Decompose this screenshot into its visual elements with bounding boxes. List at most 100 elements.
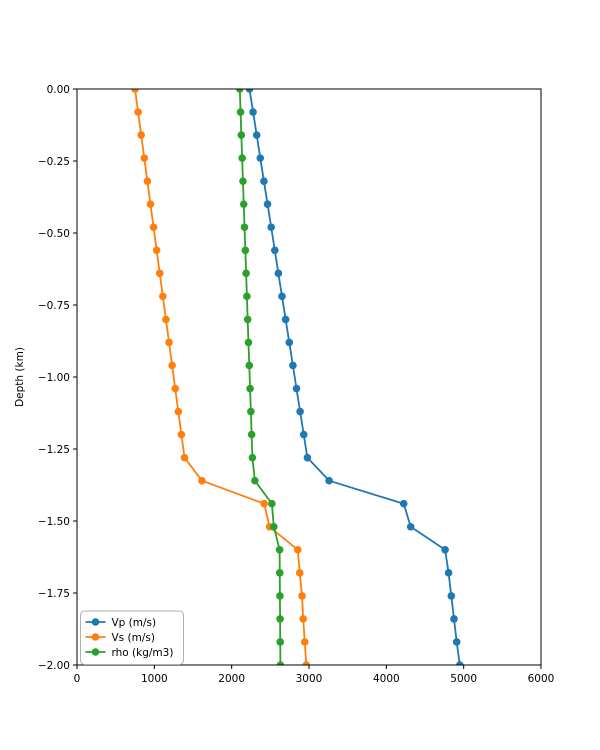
plot-area-border bbox=[76, 88, 542, 666]
data-point-vs bbox=[300, 638, 309, 646]
data-point-vp bbox=[260, 177, 268, 185]
data-point-vp bbox=[289, 361, 297, 370]
data-point-rho bbox=[239, 177, 247, 185]
data-point-vs bbox=[198, 476, 206, 485]
data-point-vs bbox=[131, 89, 139, 93]
data-point-rho bbox=[236, 108, 245, 116]
data-point-rho bbox=[276, 615, 284, 623]
data-point-rho bbox=[240, 223, 249, 232]
data-point-vs bbox=[260, 499, 268, 508]
series-line-vs bbox=[134, 89, 308, 665]
data-point-vp bbox=[274, 269, 283, 278]
legend-item-vs: Vs (m/s) bbox=[85, 632, 155, 644]
series-layer bbox=[131, 89, 464, 665]
x-tick-label: 5000 bbox=[450, 673, 477, 685]
data-point-rho bbox=[275, 546, 284, 554]
data-point-vp bbox=[245, 89, 254, 93]
y-tick-label: −2.00 bbox=[38, 660, 70, 672]
data-point-vp bbox=[296, 407, 304, 416]
data-point-vs bbox=[174, 407, 183, 416]
data-point-vs bbox=[180, 453, 189, 462]
x-tick-label: 3000 bbox=[296, 673, 323, 685]
data-point-vs bbox=[298, 592, 306, 600]
data-point-vs bbox=[162, 315, 170, 324]
data-point-rho bbox=[241, 246, 250, 255]
y-tick-label: −0.75 bbox=[38, 300, 70, 312]
axes-ticks: 0 1000 2000 3000 4000 5000 6000 0.00 −0.25 −0.50 −… bbox=[38, 84, 555, 685]
data-point-vp bbox=[271, 246, 279, 255]
y-tick-label: −1.00 bbox=[38, 372, 70, 384]
data-point-vp bbox=[292, 384, 301, 393]
data-point-vs bbox=[293, 546, 302, 554]
data-point-vs bbox=[159, 292, 167, 301]
data-point-vp bbox=[303, 453, 312, 462]
legend-marker-swatch bbox=[91, 648, 100, 656]
legend-box bbox=[80, 610, 184, 665]
data-point-vs bbox=[168, 361, 176, 370]
data-point-vp bbox=[263, 200, 272, 208]
y-axis-title: Depth (km) bbox=[14, 347, 26, 407]
data-point-vp bbox=[256, 154, 265, 162]
data-point-vp bbox=[285, 338, 294, 347]
y-tick-label: −1.25 bbox=[38, 444, 70, 456]
data-point-rho bbox=[275, 569, 284, 577]
data-point-vp bbox=[278, 292, 286, 301]
data-point-vs bbox=[134, 108, 142, 116]
x-tick-label: 2000 bbox=[218, 673, 245, 685]
data-point-rho bbox=[242, 269, 250, 278]
data-point-rho bbox=[276, 638, 285, 646]
data-point-rho bbox=[251, 476, 259, 485]
data-point-vs bbox=[177, 430, 186, 439]
legend-marker-swatch bbox=[91, 633, 100, 641]
data-point-vp bbox=[399, 499, 408, 508]
data-point-vp bbox=[299, 430, 308, 439]
data-point-rho bbox=[238, 154, 246, 162]
data-point-rho bbox=[235, 89, 244, 93]
data-point-rho bbox=[268, 499, 276, 508]
data-point-vs bbox=[302, 661, 311, 665]
x-tick-label: 6000 bbox=[528, 673, 555, 685]
y-tick-label: −1.75 bbox=[38, 588, 70, 600]
y-tick-label: −0.50 bbox=[38, 228, 70, 240]
data-point-rho bbox=[243, 315, 252, 324]
y-tick-label: −0.25 bbox=[38, 156, 70, 168]
data-point-vs bbox=[155, 269, 164, 278]
data-point-vs bbox=[137, 131, 145, 139]
data-point-vp bbox=[452, 638, 461, 646]
data-point-vp bbox=[447, 592, 456, 600]
legend: Vp (m/s) Vs (m/s) rho (kg/m3) bbox=[80, 610, 184, 665]
data-point-vs bbox=[165, 338, 173, 347]
data-point-vp bbox=[444, 569, 453, 577]
data-point-rho bbox=[270, 522, 278, 531]
data-point-vp bbox=[267, 223, 275, 232]
data-point-vp bbox=[252, 131, 261, 139]
data-point-rho bbox=[245, 361, 254, 370]
data-point-vs bbox=[149, 223, 158, 232]
x-tick-label: 1000 bbox=[141, 673, 168, 685]
data-point-vp bbox=[249, 108, 257, 116]
x-tick-label: 4000 bbox=[373, 673, 400, 685]
data-point-rho bbox=[244, 338, 253, 347]
data-point-vs bbox=[299, 615, 308, 623]
data-point-rho bbox=[276, 592, 284, 600]
data-point-rho bbox=[246, 384, 254, 393]
data-point-vs bbox=[295, 569, 304, 577]
data-point-vs bbox=[152, 246, 161, 255]
data-point-rho bbox=[243, 292, 251, 301]
y-tick-label: −1.50 bbox=[38, 516, 70, 528]
data-point-rho bbox=[247, 430, 256, 439]
data-point-vp bbox=[441, 546, 449, 554]
data-point-vs bbox=[146, 200, 155, 208]
data-point-vp bbox=[281, 315, 290, 324]
data-point-rho bbox=[248, 453, 257, 462]
series-rho bbox=[235, 89, 285, 665]
x-tick-label: 0 bbox=[74, 673, 81, 685]
data-point-vs bbox=[143, 177, 152, 185]
y-tick-label: 0.00 bbox=[47, 84, 70, 96]
data-point-vp bbox=[456, 661, 464, 665]
legend-label: Vp (m/s) bbox=[112, 617, 157, 629]
data-point-vp bbox=[406, 522, 415, 531]
series-line-rho bbox=[238, 89, 282, 665]
series-vs bbox=[131, 89, 311, 665]
